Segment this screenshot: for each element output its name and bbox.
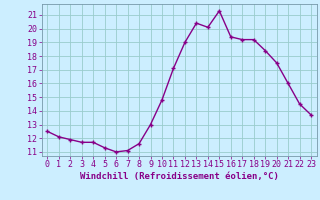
X-axis label: Windchill (Refroidissement éolien,°C): Windchill (Refroidissement éolien,°C) [80,172,279,181]
